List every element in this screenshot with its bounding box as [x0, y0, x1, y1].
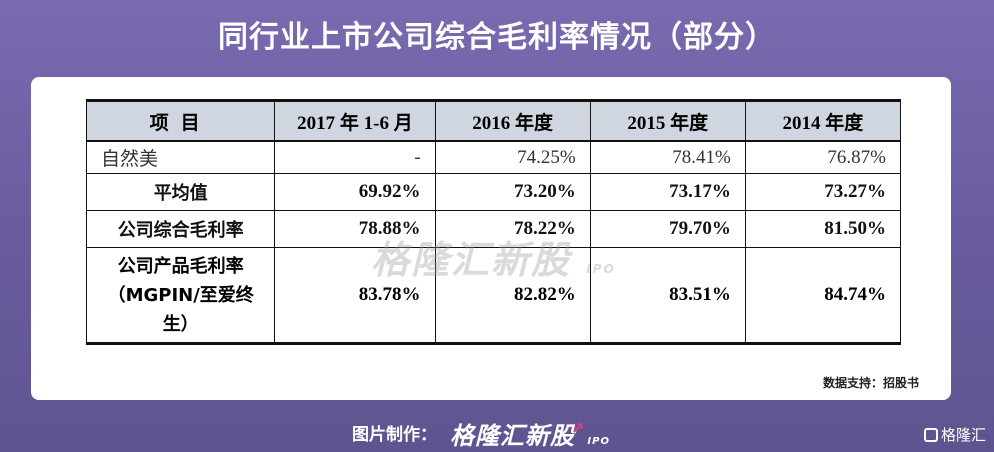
- cell-value: 74.25%: [434, 140, 591, 174]
- table-row: 自然美 - 74.25% 78.41% 76.87%: [85, 140, 902, 174]
- row-label: 自然美: [85, 140, 276, 174]
- page-title: 同行业上市公司综合毛利率情况（部分）: [218, 20, 776, 55]
- header-2015: 2015 年度: [589, 99, 746, 142]
- brand-logo: 格隆汇新股↗IPO: [450, 416, 610, 451]
- row-label: 公司产品毛利率 （MGPIN/至爱终 生）: [85, 247, 276, 345]
- data-source: 数据支持：招股书: [822, 376, 919, 390]
- cell-value: 83.51%: [589, 247, 746, 345]
- table-card: 项目 2017 年 1-6 月 2016 年度 2015 年度 2014 年度 …: [31, 77, 951, 400]
- watermark: 格隆汇新股 IPO: [371, 229, 616, 284]
- footer: 图片制作： 格隆汇新股↗IPO 格隆汇: [0, 419, 994, 452]
- cell-value: 84.74%: [744, 247, 902, 345]
- row-label-line: 公司产品毛利率: [117, 255, 244, 277]
- table-row: 公司综合毛利率 78.88% 78.22% 79.70% 81.50%: [85, 210, 902, 248]
- brand-text: 格隆汇新股: [450, 422, 575, 450]
- row-label: 平均值: [85, 173, 276, 211]
- header-2017h1: 2017 年 1-6 月: [274, 99, 436, 142]
- cell-value: 78.41%: [589, 140, 746, 174]
- cell-value: 82.82%: [434, 247, 591, 345]
- cell-value: 73.27%: [744, 173, 902, 211]
- corner-logo: 格隆汇: [923, 424, 986, 445]
- header-item: 项目: [85, 99, 276, 142]
- brand-sub: IPO: [587, 436, 610, 447]
- header-2016: 2016 年度: [434, 99, 591, 142]
- cell-value: 69.92%: [274, 173, 436, 211]
- header-2014: 2014 年度: [744, 99, 902, 142]
- cell-value: 78.88%: [274, 210, 436, 248]
- row-label-line: 生）: [162, 313, 199, 335]
- logo-icon: [923, 428, 938, 442]
- cell-value: -: [274, 140, 436, 174]
- cell-value: 81.50%: [744, 210, 902, 248]
- row-label-line: （MGPIN/至爱终: [107, 284, 254, 306]
- corner-logo-text: 格隆汇: [940, 426, 986, 444]
- row-label: 公司综合毛利率: [85, 210, 276, 248]
- watermark-text: 格隆汇新股: [371, 238, 572, 282]
- cell-value: 79.70%: [589, 210, 746, 248]
- cell-value: 73.17%: [589, 173, 746, 211]
- arrow-up-icon: ↗: [571, 419, 586, 438]
- cell-value: 76.87%: [744, 140, 902, 174]
- credit-label: 图片制作：: [352, 425, 437, 445]
- table-header-row: 项目 2017 年 1-6 月 2016 年度 2015 年度 2014 年度: [85, 99, 902, 142]
- table-row: 平均值 69.92% 73.20% 73.17% 73.27%: [85, 173, 902, 211]
- gross-margin-table: 项目 2017 年 1-6 月 2016 年度 2015 年度 2014 年度 …: [85, 99, 902, 345]
- table-row: 公司产品毛利率 （MGPIN/至爱终 生） 83.78% 82.82% 83.5…: [85, 247, 902, 345]
- watermark-sub: IPO: [586, 262, 616, 276]
- cell-value: 73.20%: [434, 173, 591, 211]
- cell-value: 83.78%: [274, 247, 436, 345]
